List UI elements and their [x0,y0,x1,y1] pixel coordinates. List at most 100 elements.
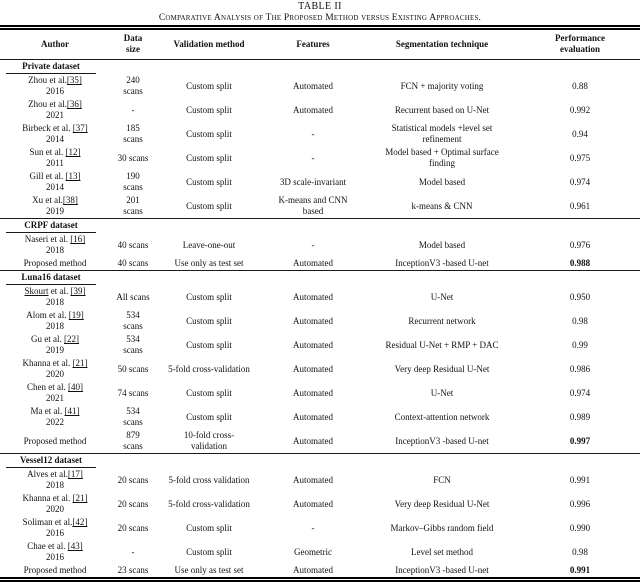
citation-ref-link[interactable]: [37] [72,123,88,133]
citation-ref-link[interactable]: [38] [62,195,78,205]
performance-cell: 0.98 [572,546,588,557]
citation-ref-link[interactable]: [36] [66,99,82,109]
citation-ref-link[interactable]: [22] [64,334,79,344]
citation-ref-link[interactable]: [13] [65,171,81,181]
author-year: 2016 [46,552,64,562]
author-name: Alves et al.[17] [27,469,83,479]
data-size-cell: 185 scans [123,123,143,144]
performance-cell: 0.976 [569,239,591,250]
citation-ref-link[interactable]: [35] [66,75,82,85]
author-cell: Soliman et al.[42] 2016 [0,516,110,540]
features-cell: - [311,152,315,163]
section-row-luna16-dataset: Luna16 dataset [0,270,640,285]
citation-ref-link[interactable]: [43] [67,541,83,551]
validation-method-cell: Custom split [186,522,232,533]
author-cell: Chen et al. [40] 2021 [0,381,110,405]
segmentation-technique-cell: k-means & CNN [411,200,473,211]
data-size-cell: 190 scans [123,171,143,192]
performance-cell: 0.99 [572,339,588,350]
author-text: Birbeck et al. [22,123,73,133]
data-size-cell: 201 scans [123,195,143,216]
data-size-cell: All scans [116,291,150,302]
author-name: Proposed method [24,258,87,268]
author-text: Alom et al. [26,310,69,320]
author-year: 2022 [46,417,64,427]
data-size-cell: 23 scans [117,565,149,575]
author-text: et al. [48,286,71,296]
author-cell: Proposed method [0,257,110,271]
data-size-cell: 879 scans [123,430,143,451]
author-text: Khanna et al. [22,493,73,503]
features-cell: Automated [293,315,333,326]
author-name: Gu et al. [22] [31,334,79,344]
segmentation-technique-cell: Very deep Residual U-Net [394,363,490,374]
author-name: Zhou et al.[36] [28,99,82,109]
table-row: Alves et al.[17] 2018 20 scans 5-fold cross… [0,468,640,492]
author-year: 2011 [46,158,64,168]
citation-ref-link[interactable]: [21] [72,358,88,368]
table-row: Soliman et al.[42] 2016 20 scans Custom spl… [0,516,640,540]
segmentation-technique-cell: Statistical models +level set refinement [391,123,493,144]
author-text: Zhou et al. [28,75,67,85]
citation-ref-link[interactable]: [41] [64,406,80,416]
citation-ref-link[interactable]: [16] [70,234,86,244]
performance-cell: 0.974 [569,176,591,187]
author-cell: Alves et al.[17] 2018 [0,468,110,492]
performance-cell: 0.988 [569,258,591,268]
citation-ref-link[interactable]: [39] [70,286,86,296]
features-cell: Automated [293,80,333,91]
segmentation-technique-cell: InceptionV3 -based U-net [395,565,489,575]
performance-cell: 0.88 [572,80,588,91]
data-size-cell: 20 scans [117,498,149,509]
author-name: Chen et al. [40] [27,382,83,392]
table-row: Birbeck et al. [37] 2014 185 scans Custom s… [0,122,640,146]
validation-method-cell: Custom split [186,176,232,187]
performance-cell: 0.974 [569,387,591,398]
table-row: Gu et al. [22] 2019 534 scans Custom split A… [0,333,640,357]
table-body: Private dataset Zhou et al.[35] 2016 240 sc… [0,59,640,578]
citation-ref-link[interactable]: [42] [72,517,88,527]
segmentation-technique-cell: Recurrent based on U-Net [394,104,490,115]
table-row: Naseri et al. [16] 2018 40 scans Leave-one-… [0,233,640,257]
validation-method-cell: 5-fold cross-validation [168,498,250,509]
author-name: Sun et al. [12] [30,147,81,157]
validation-method-cell: Custom split [186,80,232,91]
validation-method-cell: Custom split [186,200,232,211]
validation-method-cell: Custom split [186,387,232,398]
data-size-cell: 50 scans [117,363,149,374]
author-name: Birbeck et al. [37] [22,123,87,133]
citation-ref-link[interactable]: [40] [68,382,83,392]
table-bottom-rule [0,577,640,582]
author-year: 2021 [46,110,64,120]
validation-method-cell: Custom split [186,128,232,139]
data-size-cell: 30 scans [117,152,149,163]
validation-method-cell: 5-fold cross validation [168,474,250,485]
column-header-features: Features [262,30,364,60]
citation-ref-link[interactable]: [21] [72,493,88,503]
table-caption: Comparative Analysis of The Proposed Met… [158,13,482,23]
citation-ref-link[interactable]: [17] [67,469,83,479]
citation-ref-link[interactable]: [19] [68,310,84,320]
section-label: Vessel12 dataset [6,455,96,468]
table-row: Sun et al. [12] 2011 30 scans Custom split -… [0,146,640,170]
table-top-rule [0,25,640,30]
author-cell: Alom et al. [19] 2018 [0,309,110,333]
features-cell: - [311,128,315,139]
data-size-cell: 74 scans [117,387,149,398]
author-text: Soliman et al. [22,517,73,527]
data-size-cell: 40 scans [117,258,149,268]
citation-ref-link[interactable]: Skourt [24,286,49,296]
author-year: 2014 [46,182,64,192]
performance-cell: 0.989 [569,411,591,422]
author-text: Gu et al. [31,334,64,344]
table-row: Proposed method 40 scans Use only as test … [0,257,640,271]
author-cell: Proposed method [0,429,110,454]
table-row: Khanna et al. [21] 2020 50 scans 5-fold cro… [0,357,640,381]
author-cell: Skourt et al. [39] 2018 [0,285,110,309]
author-text: Proposed method [23,258,87,268]
author-year: 2018 [46,480,64,490]
author-cell: Zhou et al.[35] 2016 [0,74,110,98]
author-year: 2018 [46,245,64,255]
citation-ref-link[interactable]: [12] [65,147,81,157]
